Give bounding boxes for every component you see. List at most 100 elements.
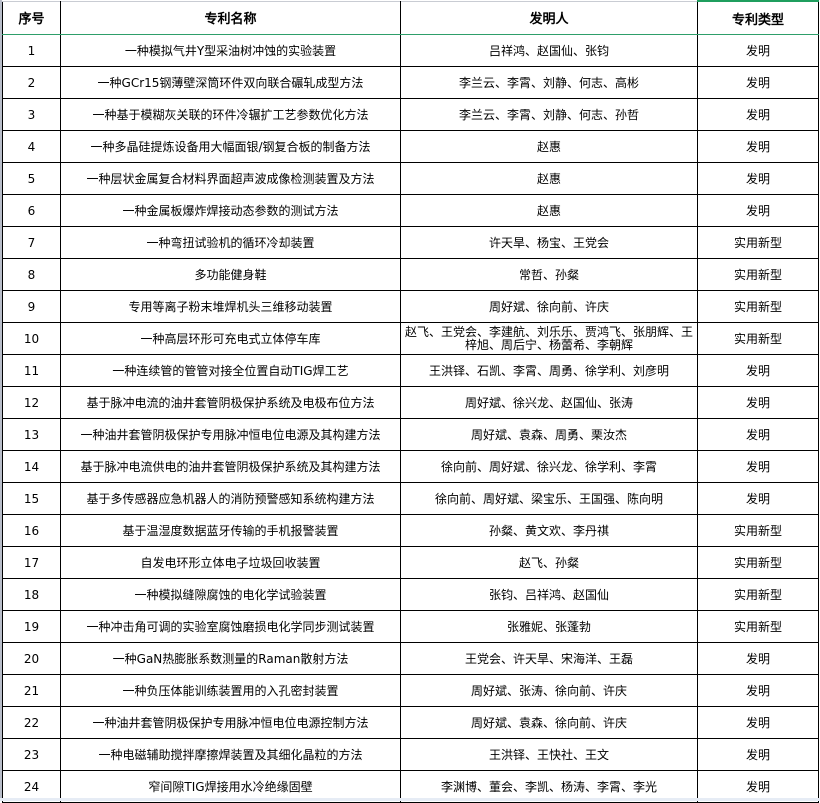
cell-patent-type[interactable]: 实用新型 <box>697 258 819 291</box>
cell-patent-type[interactable]: 实用新型 <box>697 546 819 579</box>
cell-patent-name[interactable]: 一种模拟缝隙腐蚀的电化学试验装置 <box>60 578 401 611</box>
cell-inventors[interactable]: 徐向前、周好斌、徐兴龙、徐学利、李霄 <box>400 450 698 483</box>
cell-patent-name[interactable]: 一种金属板爆炸焊接动态参数的测试方法 <box>60 194 401 227</box>
cell-index[interactable]: 2 <box>2 66 61 99</box>
cell-patent-type[interactable]: 发明 <box>697 738 819 771</box>
cell-index[interactable]: 11 <box>2 354 61 387</box>
header-patent-type[interactable]: 专利类型 <box>697 0 819 35</box>
cell-inventors[interactable]: 赵惠 <box>400 162 698 195</box>
cell-patent-type[interactable]: 发明 <box>697 98 819 131</box>
cell-patent-type[interactable]: 发明 <box>697 482 819 515</box>
cell-patent-name[interactable]: 基于温湿度数据蓝牙传输的手机报警装置 <box>60 514 401 547</box>
cell-patent-name[interactable]: 一种GaN热膨胀系数测量的Raman散射方法 <box>60 642 401 675</box>
cell-inventors[interactable]: 许天旱、杨宝、王党会 <box>400 226 698 259</box>
cell-index[interactable]: 6 <box>2 194 61 227</box>
cell-patent-type[interactable]: 实用新型 <box>697 290 819 323</box>
cell-index[interactable]: 17 <box>2 546 61 579</box>
cell-inventors[interactable]: 张雅妮、张蓬勃 <box>400 610 698 643</box>
cell-patent-name[interactable]: 一种基于模糊灰关联的环件冷辗扩工艺参数优化方法 <box>60 98 401 131</box>
header-index[interactable]: 序号 <box>2 0 61 35</box>
cell-inventors[interactable]: 王洪铎、石凯、李霄、周勇、徐学利、刘彦明 <box>400 354 698 387</box>
cell-inventors[interactable]: 周好斌、袁森、周勇、栗汝杰 <box>400 418 698 451</box>
cell-patent-type[interactable]: 发明 <box>697 642 819 675</box>
cell-patent-name[interactable]: 一种多晶硅提炼设备用大幅面银/钢复合板的制备方法 <box>60 130 401 163</box>
cell-inventors[interactable]: 李渊博、董会、李凯、杨涛、李霄、李光 <box>400 770 698 803</box>
cell-index[interactable]: 24 <box>2 770 61 803</box>
cell-inventors[interactable]: 赵飞、孙粲 <box>400 546 698 579</box>
cell-patent-name[interactable]: 自发电环形立体电子垃圾回收装置 <box>60 546 401 579</box>
cell-index[interactable]: 14 <box>2 450 61 483</box>
cell-patent-name[interactable]: 一种模拟气井Y型采油树冲蚀的实验装置 <box>60 34 401 67</box>
header-patent-name[interactable]: 专利名称 <box>60 0 401 35</box>
cell-patent-type[interactable]: 发明 <box>697 354 819 387</box>
cell-index[interactable]: 23 <box>2 738 61 771</box>
cell-patent-name[interactable]: 一种油井套管阴极保护专用脉冲恒电位电源及其构建方法 <box>60 418 401 451</box>
cell-inventors[interactable]: 周好斌、徐兴龙、赵国仙、张涛 <box>400 386 698 419</box>
cell-inventors[interactable]: 王党会、许天旱、宋海洋、王磊 <box>400 642 698 675</box>
cell-patent-type[interactable]: 发明 <box>697 770 819 803</box>
cell-patent-name[interactable]: 一种电磁辅助搅拌摩擦焊装置及其细化晶粒的方法 <box>60 738 401 771</box>
cell-inventors[interactable]: 常哲、孙粲 <box>400 258 698 291</box>
cell-patent-type[interactable]: 实用新型 <box>697 578 819 611</box>
cell-patent-type[interactable]: 发明 <box>697 386 819 419</box>
cell-patent-type[interactable]: 实用新型 <box>697 322 819 355</box>
cell-patent-type[interactable]: 发明 <box>697 418 819 451</box>
cell-patent-type[interactable]: 发明 <box>697 130 819 163</box>
cell-patent-name[interactable]: 专用等离子粉末堆焊机头三维移动装置 <box>60 290 401 323</box>
cell-index[interactable]: 3 <box>2 98 61 131</box>
cell-patent-type[interactable]: 发明 <box>697 66 819 99</box>
cell-index[interactable]: 22 <box>2 706 61 739</box>
cell-patent-type[interactable]: 实用新型 <box>697 610 819 643</box>
cell-index[interactable]: 1 <box>2 34 61 67</box>
cell-patent-name[interactable]: 一种GCr15钢薄壁深筒环件双向联合碾轧成型方法 <box>60 66 401 99</box>
cell-patent-name[interactable]: 基于多传感器应急机器人的消防预警感知系统构建方法 <box>60 482 401 515</box>
cell-inventors[interactable]: 张钧、吕祥鸿、赵国仙 <box>400 578 698 611</box>
cell-index[interactable]: 15 <box>2 482 61 515</box>
cell-index[interactable]: 7 <box>2 226 61 259</box>
cell-inventors[interactable]: 周好斌、袁森、徐向前、许庆 <box>400 706 698 739</box>
cell-patent-name[interactable]: 基于脉冲电流供电的油井套管阴极保护系统及其构建方法 <box>60 450 401 483</box>
cell-inventors[interactable]: 吕祥鸿、赵国仙、张钧 <box>400 34 698 67</box>
cell-patent-type[interactable]: 发明 <box>697 674 819 707</box>
cell-index[interactable]: 20 <box>2 642 61 675</box>
cell-patent-name[interactable]: 一种弯扭试验机的循环冷却装置 <box>60 226 401 259</box>
cell-index[interactable]: 21 <box>2 674 61 707</box>
cell-index[interactable]: 13 <box>2 418 61 451</box>
cell-patent-type[interactable]: 实用新型 <box>697 226 819 259</box>
header-inventors[interactable]: 发明人 <box>400 0 698 35</box>
cell-index[interactable]: 18 <box>2 578 61 611</box>
cell-index[interactable]: 5 <box>2 162 61 195</box>
cell-patent-type[interactable]: 发明 <box>697 706 819 739</box>
cell-inventors[interactable]: 周好斌、徐向前、许庆 <box>400 290 698 323</box>
cell-patent-name[interactable]: 一种高层环形可充电式立体停车库 <box>60 322 401 355</box>
cell-patent-type[interactable]: 发明 <box>697 194 819 227</box>
cell-patent-type[interactable]: 实用新型 <box>697 514 819 547</box>
cell-inventors[interactable]: 周好斌、张涛、徐向前、许庆 <box>400 674 698 707</box>
cell-index[interactable]: 9 <box>2 290 61 323</box>
cell-index[interactable]: 8 <box>2 258 61 291</box>
cell-patent-type[interactable]: 发明 <box>697 162 819 195</box>
cell-inventors[interactable]: 赵惠 <box>400 130 698 163</box>
cell-patent-name[interactable]: 一种冲击角可调的实验室腐蚀磨损电化学同步测试装置 <box>60 610 401 643</box>
cell-patent-name[interactable]: 一种连续管的管管对接全位置自动TIG焊工艺 <box>60 354 401 387</box>
cell-patent-name[interactable]: 窄间隙TIG焊接用水冷绝缘固壁 <box>60 770 401 803</box>
cell-inventors[interactable]: 赵惠 <box>400 194 698 227</box>
cell-patent-name[interactable]: 基于脉冲电流的油井套管阴极保护系统及电极布位方法 <box>60 386 401 419</box>
cell-inventors[interactable]: 赵飞、王党会、李建航、刘乐乐、贾鸿飞、张朋辉、王梓旭、周后宁、杨蕾希、李朝辉 <box>400 322 698 355</box>
cell-index[interactable]: 4 <box>2 130 61 163</box>
cell-index[interactable]: 12 <box>2 386 61 419</box>
cell-patent-name[interactable]: 多功能健身鞋 <box>60 258 401 291</box>
cell-index[interactable]: 10 <box>2 322 61 355</box>
cell-patent-name[interactable]: 一种油井套管阴极保护专用脉冲恒电位电源控制方法 <box>60 706 401 739</box>
cell-inventors[interactable]: 李兰云、李霄、刘静、何志、孙哲 <box>400 98 698 131</box>
cell-index[interactable]: 19 <box>2 610 61 643</box>
cell-inventors[interactable]: 李兰云、李霄、刘静、何志、高彬 <box>400 66 698 99</box>
cell-patent-type[interactable]: 发明 <box>697 34 819 67</box>
cell-inventors[interactable]: 王洪铎、王快社、王文 <box>400 738 698 771</box>
cell-patent-name[interactable]: 一种负压体能训练装置用的入孔密封装置 <box>60 674 401 707</box>
cell-index[interactable]: 16 <box>2 514 61 547</box>
cell-patent-type[interactable]: 发明 <box>697 450 819 483</box>
cell-patent-name[interactable]: 一种层状金属复合材料界面超声波成像检测装置及方法 <box>60 162 401 195</box>
cell-inventors[interactable]: 徐向前、周好斌、梁宝乐、王国强、陈向明 <box>400 482 698 515</box>
cell-inventors[interactable]: 孙粲、黄文欢、李丹祺 <box>400 514 698 547</box>
